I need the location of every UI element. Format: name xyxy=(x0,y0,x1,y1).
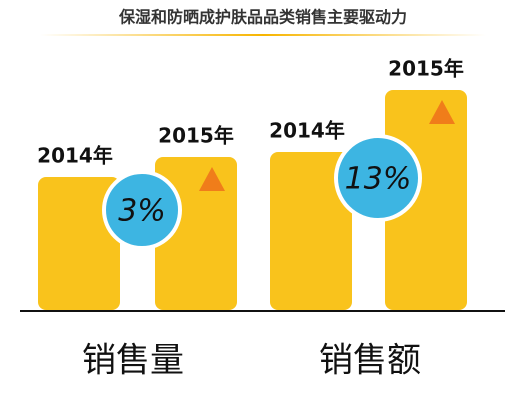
category-label: 销售额 xyxy=(319,341,421,381)
bar-year-label: 2014年 xyxy=(37,144,113,168)
growth-circle xyxy=(334,134,422,222)
growth-label: 13% xyxy=(345,162,412,197)
bar xyxy=(38,177,120,310)
bar xyxy=(270,152,352,310)
bar-year-label: 2014年 xyxy=(269,119,345,143)
bar-year-label: 2015年 xyxy=(158,124,234,148)
growth-circle xyxy=(102,170,182,250)
bar-year-label: 2015年 xyxy=(388,57,464,81)
title-underline xyxy=(40,34,486,36)
category-label: 销售量 xyxy=(82,341,184,381)
growth-arrow xyxy=(429,100,455,124)
chart-title: 保湿和防晒成护肤品品类销售主要驱动力 xyxy=(118,8,407,27)
growth-label: 3% xyxy=(118,194,166,229)
growth-arrow xyxy=(199,167,225,191)
